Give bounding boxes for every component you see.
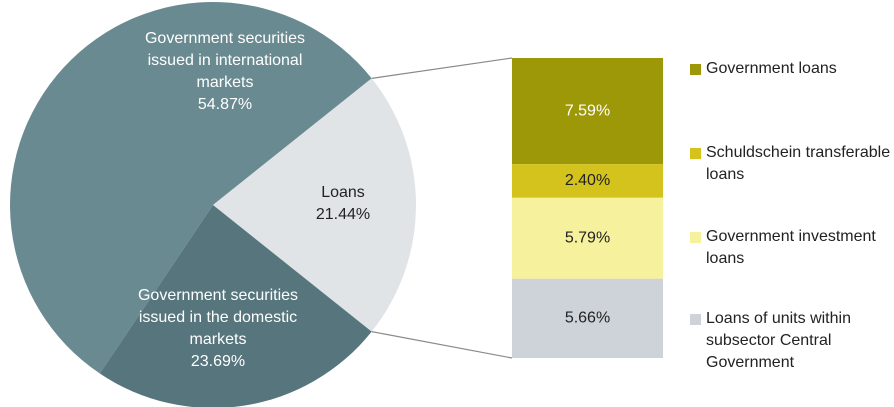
slice-value: 21.44% [315,206,371,223]
data-label: 2.40% [565,172,610,189]
legend-label: Schuldschein transferable loans [706,144,891,183]
legend-swatch [690,64,701,75]
bar-segment [512,58,663,165]
data-label: 5.79% [565,230,610,247]
slice-label: Government securities issued in internat… [125,28,325,116]
legend-entry: Government loans [690,58,894,80]
slice-name: Loans [321,184,365,201]
legend-swatch [690,314,701,325]
legend-swatch [690,148,701,159]
slice-label: Loans 21.44% [288,182,398,226]
legend-entry: Loans of units within subsector Central … [690,308,894,374]
slice-name: Government securities issued in internat… [144,30,306,91]
slice-value: 23.69% [190,353,246,370]
connector [371,331,513,359]
pie-slice [99,205,372,407]
legend-label: Government loans [706,60,837,77]
pie-slice [213,78,417,332]
legend-entry: Government investment loans [690,226,894,270]
data-label: 7.59% [565,102,610,119]
legend-label: Loans of units within subsector Central … [706,310,851,371]
bar-segment [512,164,663,198]
legend-swatch [690,232,701,243]
bar-segment [512,197,663,279]
slice-name: Government securities issued in the dome… [137,287,299,348]
slice-label: Government securities issued in the dome… [123,285,313,373]
connector [371,57,513,79]
data-label: 5.66% [565,310,610,327]
legend-entry: Schuldschein transferable loans [690,142,894,186]
slice-value: 54.87% [197,96,253,113]
legend-label: Government investment loans [706,228,876,267]
pie-slice [10,1,372,374]
bar-segment [512,278,663,358]
